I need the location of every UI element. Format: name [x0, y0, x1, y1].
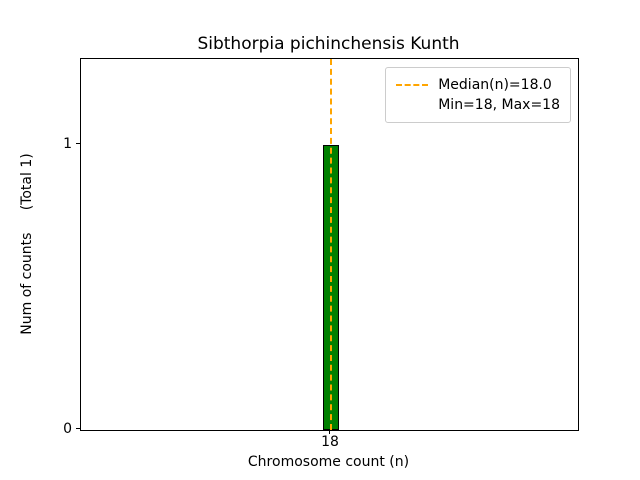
legend-entry-minmax: Min=18, Max=18	[396, 95, 560, 115]
y-tick-mark-0	[76, 428, 80, 429]
x-tick-mark-18	[329, 430, 330, 434]
y-tick-label-1: 1	[63, 136, 72, 152]
chart-title: Sibthorpia pichinchensis Kunth	[197, 34, 460, 54]
x-axis-label: Chromosome count (n)	[247, 454, 410, 470]
y-axis-label: Num of counts (Total 1)	[19, 153, 35, 335]
legend-minmax-label: Min=18, Max=18	[438, 97, 560, 113]
plot-area: Median(n)=18.0 Min=18, Max=18	[80, 58, 579, 431]
legend-median-label: Median(n)=18.0	[438, 77, 552, 93]
y-tick-mark-1	[76, 143, 80, 144]
x-tick-label-18: 18	[321, 434, 339, 450]
median-dash-icon	[396, 84, 429, 86]
y-tick-label-0: 0	[63, 421, 72, 437]
legend: Median(n)=18.0 Min=18, Max=18	[385, 67, 571, 123]
legend-entry-median: Median(n)=18.0	[396, 75, 560, 95]
median-line	[330, 59, 332, 430]
